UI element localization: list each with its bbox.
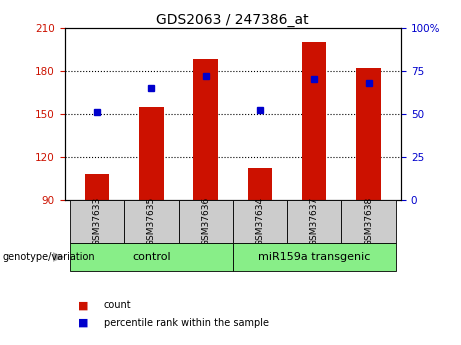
Bar <box>70 243 233 271</box>
Text: percentile rank within the sample: percentile rank within the sample <box>104 318 269 327</box>
Bar <box>178 200 233 243</box>
Bar <box>302 42 326 200</box>
Bar <box>194 59 218 200</box>
Bar <box>139 107 164 200</box>
Bar <box>356 68 381 200</box>
Text: control: control <box>132 252 171 262</box>
Text: GSM37634: GSM37634 <box>255 197 265 246</box>
Bar <box>70 200 124 243</box>
Title: GDS2063 / 247386_at: GDS2063 / 247386_at <box>156 12 309 27</box>
Bar <box>341 200 396 243</box>
Bar <box>233 200 287 243</box>
Text: GSM37638: GSM37638 <box>364 197 373 246</box>
Text: miR159a transgenic: miR159a transgenic <box>258 252 370 262</box>
Bar <box>287 200 341 243</box>
Text: GSM37635: GSM37635 <box>147 197 156 246</box>
Bar <box>233 243 396 271</box>
Bar <box>248 168 272 200</box>
Text: count: count <box>104 300 131 310</box>
Text: GSM37637: GSM37637 <box>310 197 319 246</box>
Text: genotype/variation: genotype/variation <box>2 252 95 262</box>
Bar <box>85 174 109 200</box>
Polygon shape <box>53 252 65 262</box>
Text: GSM37633: GSM37633 <box>93 197 101 246</box>
Text: GSM37636: GSM37636 <box>201 197 210 246</box>
Text: ■: ■ <box>78 318 89 327</box>
Text: ■: ■ <box>78 300 89 310</box>
Bar <box>124 200 178 243</box>
